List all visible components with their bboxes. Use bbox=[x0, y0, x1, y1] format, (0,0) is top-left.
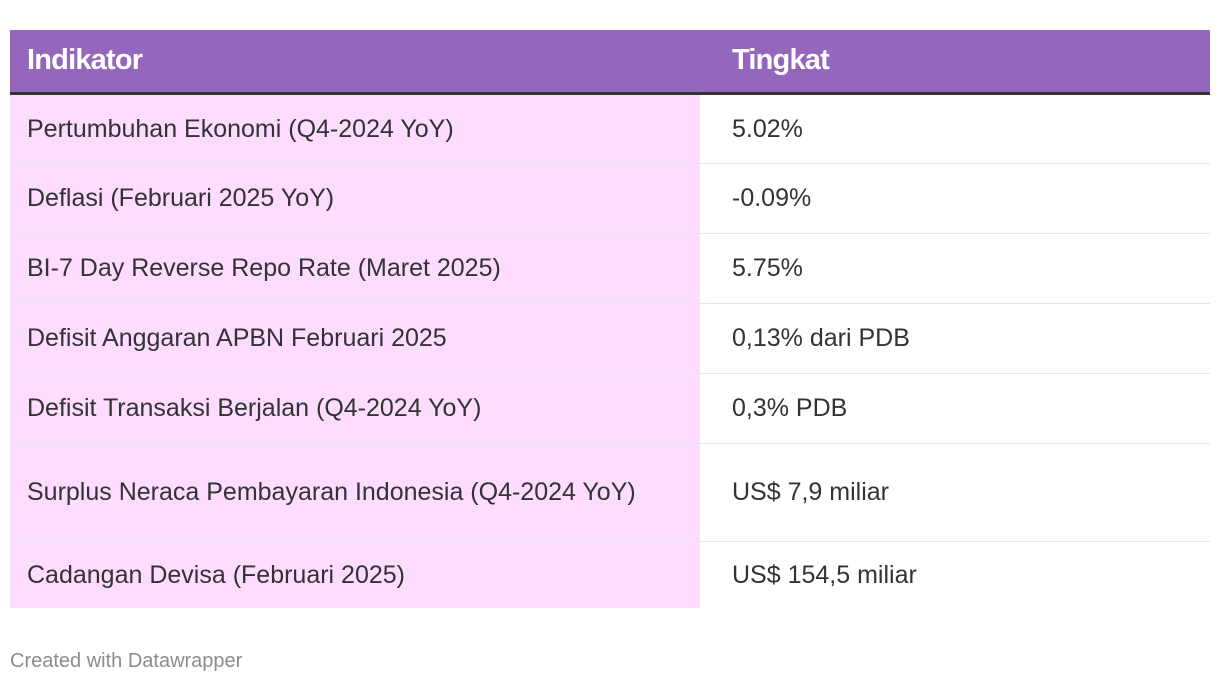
cell-indikator: BI-7 Day Reverse Repo Rate (Maret 2025) bbox=[10, 233, 700, 304]
footer-credit[interactable]: Created with Datawrapper bbox=[10, 650, 243, 672]
data-table-container: Indikator Tingkat Pertumbuhan Ekonomi (Q… bbox=[10, 30, 1210, 608]
table-row: BI-7 Day Reverse Repo Rate (Maret 2025) … bbox=[10, 233, 1210, 304]
column-header-tingkat[interactable]: Tingkat bbox=[700, 30, 1210, 95]
cell-tingkat: -0.09% bbox=[700, 163, 1210, 234]
cell-indikator: Defisit Transaksi Berjalan (Q4-2024 YoY) bbox=[10, 373, 700, 444]
table-row: Pertumbuhan Ekonomi (Q4-2024 YoY) 5.02% bbox=[10, 93, 1210, 164]
table-row: Defisit Anggaran APBN Februari 2025 0,13… bbox=[10, 303, 1210, 374]
cell-tingkat: 5.75% bbox=[700, 233, 1210, 304]
cell-indikator: Surplus Neraca Pembayaran Indonesia (Q4-… bbox=[10, 443, 700, 542]
data-table: Indikator Tingkat Pertumbuhan Ekonomi (Q… bbox=[10, 30, 1210, 608]
cell-indikator: Defisit Anggaran APBN Februari 2025 bbox=[10, 303, 700, 374]
cell-tingkat: US$ 7,9 miliar bbox=[700, 443, 1210, 542]
cell-indikator: Pertumbuhan Ekonomi (Q4-2024 YoY) bbox=[10, 93, 700, 164]
table-body: Pertumbuhan Ekonomi (Q4-2024 YoY) 5.02% … bbox=[10, 93, 1210, 608]
cell-tingkat: 5.02% bbox=[700, 93, 1210, 164]
table-row: Cadangan Devisa (Februari 2025) US$ 154,… bbox=[10, 541, 1210, 608]
cell-indikator: Deflasi (Februari 2025 YoY) bbox=[10, 163, 700, 234]
header-row: Indikator Tingkat bbox=[10, 30, 1210, 95]
table-row: Defisit Transaksi Berjalan (Q4-2024 YoY)… bbox=[10, 373, 1210, 444]
cell-tingkat: 0,13% dari PDB bbox=[700, 303, 1210, 374]
cell-tingkat: 0,3% PDB bbox=[700, 373, 1210, 444]
column-header-indikator[interactable]: Indikator bbox=[10, 30, 700, 95]
cell-tingkat: US$ 154,5 miliar bbox=[732, 560, 917, 589]
cell-indikator: Cadangan Devisa (Februari 2025) bbox=[10, 541, 700, 608]
table-row: Deflasi (Februari 2025 YoY) -0.09% bbox=[10, 163, 1210, 234]
table-header: Indikator Tingkat bbox=[10, 30, 1210, 95]
table-row: Surplus Neraca Pembayaran Indonesia (Q4-… bbox=[10, 443, 1210, 542]
